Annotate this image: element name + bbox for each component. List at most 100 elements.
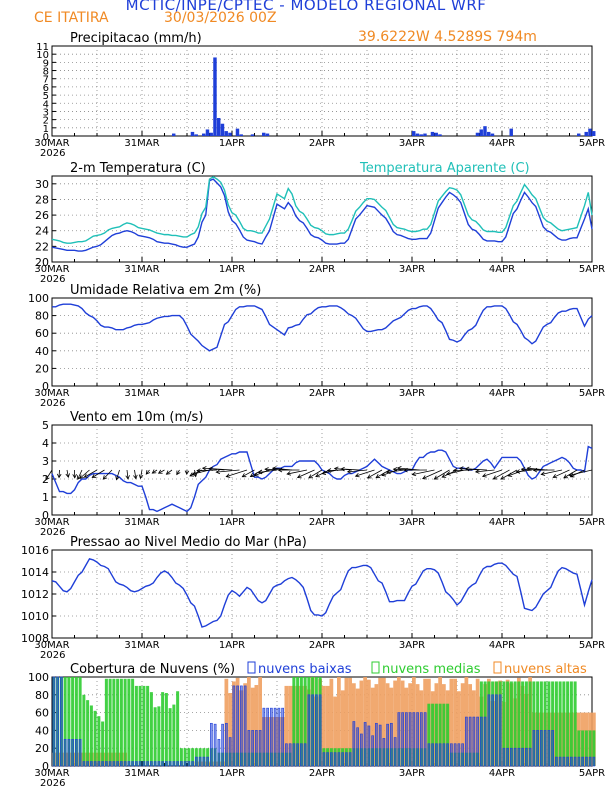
cloud-low-bar (386, 723, 389, 767)
wind-arrow (355, 469, 375, 477)
legend-high-clouds: nuvens altas (504, 662, 587, 677)
wind-arrow-head (526, 466, 532, 471)
cloud-low-bar (326, 752, 329, 767)
cloud-low-bar (337, 752, 341, 767)
cloud-low-bar (487, 694, 491, 767)
wind-arrow-head (315, 473, 320, 478)
precip-ytick-label: 5 (43, 91, 49, 102)
wind-arrow-head (500, 475, 506, 480)
cloud-mid-bar (536, 681, 540, 766)
cloud-mid-bar (292, 677, 296, 766)
cloud-low-bar (322, 752, 326, 767)
wind-arrow-head (333, 466, 339, 472)
cloud-low-bar (540, 730, 543, 767)
humidity-year-label: 2026 (40, 398, 65, 409)
cloud-mid-bar (104, 678, 108, 766)
cloud-low-bar (476, 716, 479, 767)
clouds-year-label: 2026 (40, 778, 65, 789)
temperature-ytick-label: 26 (35, 209, 49, 222)
precip-bar (479, 129, 483, 136)
cloud-low-bar (270, 707, 273, 767)
station-coordinates: 39.6222W 4.5289S 794m (358, 29, 537, 45)
precip-bar (190, 131, 195, 136)
humidity-xtick-label: 31MAR (124, 388, 159, 399)
cloud-mid-bar (566, 681, 570, 766)
wind-xtick-label: 30MAR (34, 517, 69, 528)
cloud-low-bar (213, 723, 217, 767)
cloud-high-bar (254, 685, 259, 766)
cloud-mid-bar (517, 681, 521, 766)
cloud-mid-bar (521, 681, 525, 766)
cloud-low-bar (67, 738, 71, 767)
temperature-year-label: 2026 (40, 274, 65, 285)
cloud-mid-bar (116, 678, 120, 766)
wind-arrow-head (91, 473, 97, 478)
cloud-low-bar (592, 756, 596, 767)
cloud-low-bar (543, 730, 547, 767)
wind-arrow-head (151, 469, 157, 474)
wind-arrow (553, 469, 570, 478)
wind-arrow-head (253, 472, 259, 477)
cloud-low-bar (161, 761, 164, 767)
humidity-xtick-label: 2APR (309, 388, 335, 399)
run-date: 30/03/2026 00Z (164, 10, 277, 26)
precip-bar (265, 133, 270, 136)
humidity-panel: 0 20 40 60 80 100 30MAR 31MAR 1APR 2APR 3APR 4APR 5A… (28, 283, 605, 409)
clouds-ytick-label: 80 (35, 689, 49, 702)
wind-arrow (367, 469, 383, 479)
wind-arrow-head (125, 475, 130, 480)
wind-arrow-head (271, 466, 277, 471)
pressure-xtick-label: 31MAR (124, 640, 159, 651)
clouds-xtick-label: 31MAR (124, 768, 159, 779)
pressure-panel: 1008 1010 1012 1014 1016 30MAR 31MAR 1APR 2APR 3A… (21, 535, 605, 661)
cloud-mid-bar (183, 748, 187, 766)
wind-arrow (79, 469, 90, 479)
wind-arrow (412, 469, 435, 476)
wind-arrow-head (165, 470, 171, 475)
wind-arrow-head (346, 469, 352, 474)
cloud-mid-bar (547, 681, 551, 766)
wind-arrow (541, 469, 563, 475)
humidity-xtick-label: 5APR (579, 388, 605, 399)
wind-arrow-head (277, 467, 283, 473)
wind-arrow-head (208, 466, 213, 472)
cloud-low-bar (251, 730, 254, 767)
wind-arrow-head (79, 474, 84, 479)
wind-arrow-head (474, 469, 480, 474)
wind-arrow-head (403, 467, 408, 473)
wind-arrow-head (257, 469, 263, 475)
precip-bar (487, 131, 491, 136)
wind-ytick-label: 5 (42, 419, 49, 432)
cloud-low-bar (330, 752, 333, 767)
wind-arrow (134, 469, 137, 479)
apparent-temperature-legend: Temperatura Aparente (C) (359, 161, 530, 176)
cloud-low-bar (375, 722, 378, 767)
precip-ytick-label: 4 (43, 99, 49, 110)
wind-ytick-label: 3 (42, 455, 49, 468)
cloud-mid-bar (146, 685, 150, 766)
wind-arrow-head (191, 471, 197, 476)
precip-bar (419, 134, 423, 136)
wind-arrow-head (249, 473, 255, 478)
wind-ytick-label: 1 (42, 491, 49, 504)
cloud-mid-bar (427, 703, 431, 766)
cloud-mid-bar (562, 681, 566, 766)
cloud-low-bar (521, 747, 524, 767)
cloud-mid-bar (187, 748, 191, 766)
wind-arrow (116, 469, 120, 480)
cloud-low-bar (138, 761, 142, 767)
cloud-mid-bar (502, 681, 506, 766)
cloud-mid-bar (78, 677, 82, 766)
wind-arrow (84, 469, 98, 478)
cloud-low-bar (513, 747, 517, 767)
cloud-low-bar (131, 761, 134, 767)
cloud-low-bar (408, 712, 412, 767)
wind-arrow-head (568, 472, 574, 477)
wind-xtick-label: 4APR (489, 517, 515, 528)
cloud-low-bar (573, 756, 577, 767)
cloud-high-bar (453, 678, 457, 766)
precip-xtick-label: 30MAR (34, 138, 69, 149)
cloud-low-bar (277, 707, 281, 767)
cloud-low-bar (176, 761, 179, 767)
cloud-low-bar (457, 743, 461, 767)
